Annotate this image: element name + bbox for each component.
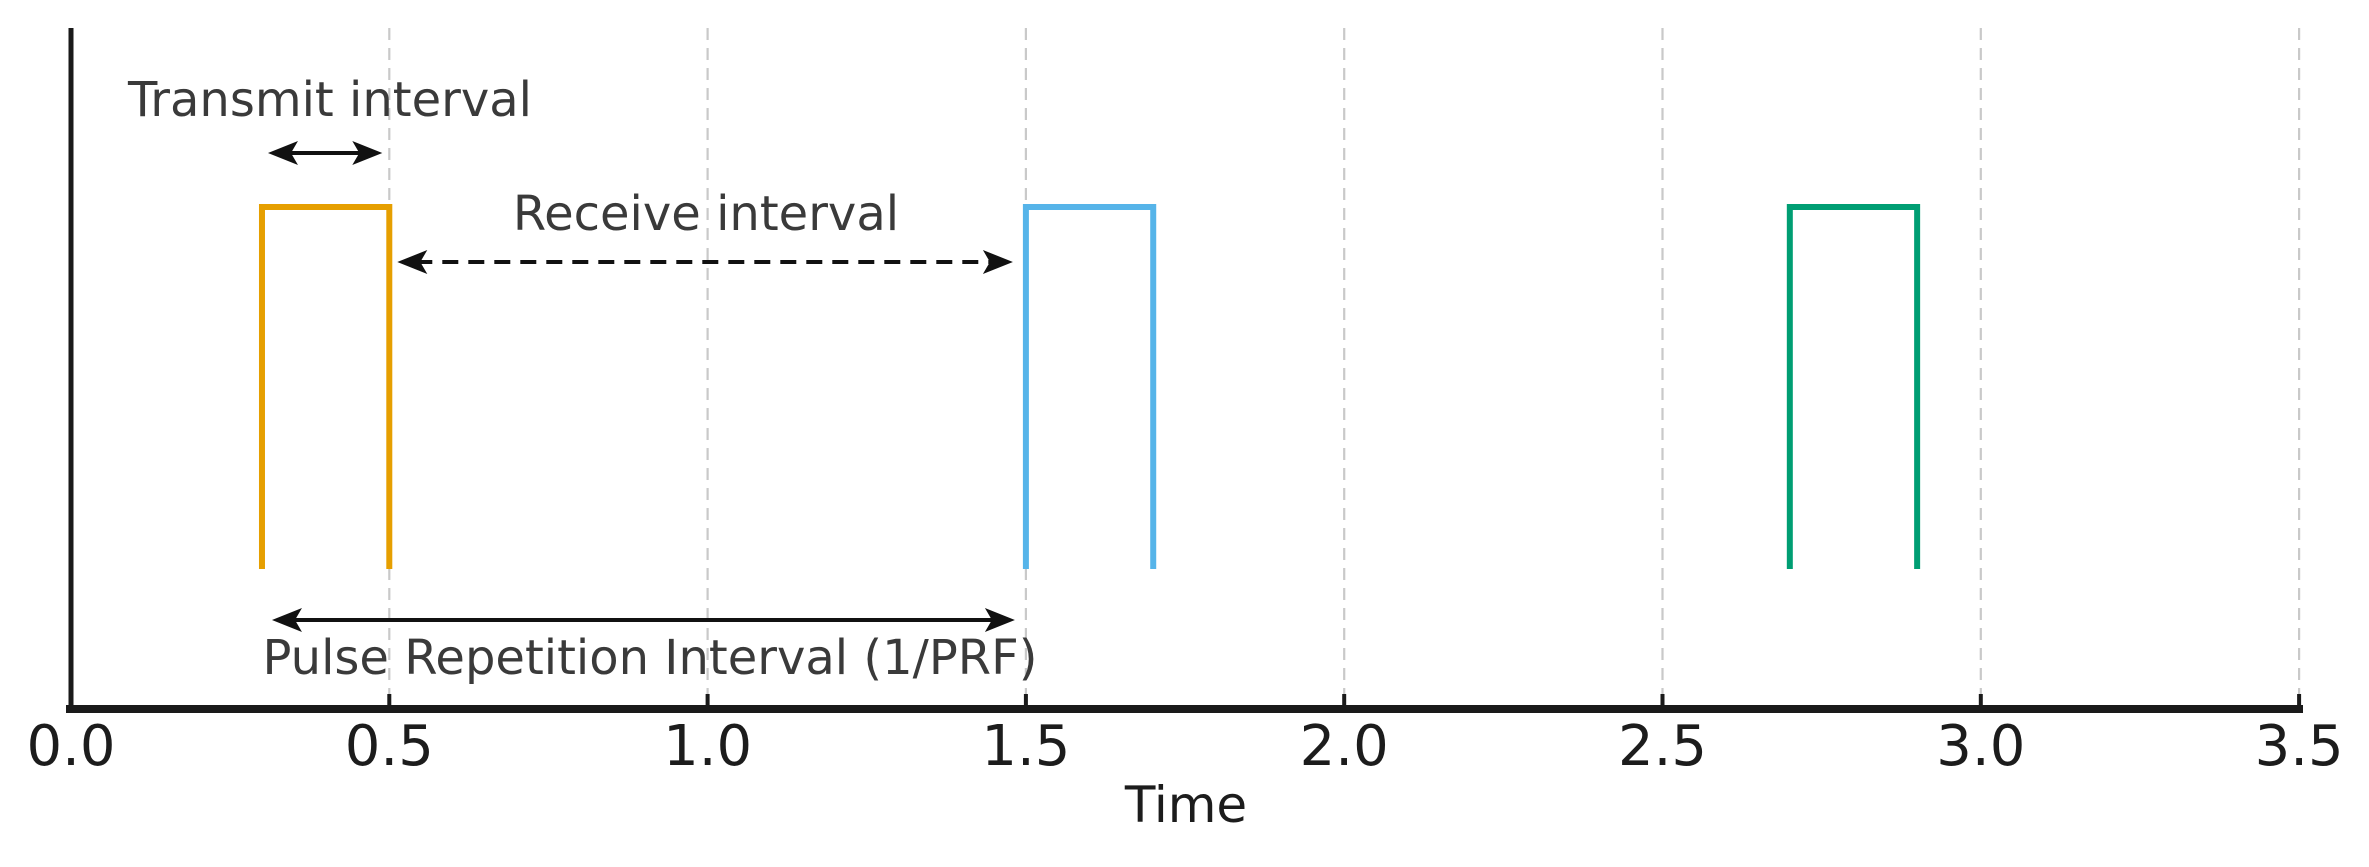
x-tick-label: 0.5: [344, 714, 434, 779]
pulse-2: [1022, 204, 1157, 569]
annotation-label: Pulse Repetition Interval (1/PRF): [262, 630, 1038, 686]
arrowhead-right: [984, 608, 1015, 632]
x-tick-label: 1.5: [981, 714, 1071, 779]
pulse-1: [258, 204, 393, 569]
x-tick-label: 2.0: [1299, 714, 1389, 779]
x-tick-label: 0.0: [26, 714, 116, 779]
arrowhead-left: [271, 608, 302, 632]
arrowhead-left: [397, 250, 428, 274]
annotation-label: Transmit interval: [127, 72, 533, 128]
x-tick-label: 2.5: [1617, 714, 1708, 779]
annotation-label: Receive interval: [512, 186, 900, 242]
x-tick-label: 1.0: [663, 714, 753, 779]
x-axis-title: Time: [1124, 776, 1248, 834]
pulse-3: [1786, 204, 1921, 569]
x-tick-label: 3.0: [1936, 714, 2026, 779]
arrowhead-right: [352, 141, 383, 165]
arrowhead-right: [982, 250, 1013, 274]
x-tick-label: 3.5: [2254, 714, 2344, 779]
arrowhead-left: [267, 141, 298, 165]
